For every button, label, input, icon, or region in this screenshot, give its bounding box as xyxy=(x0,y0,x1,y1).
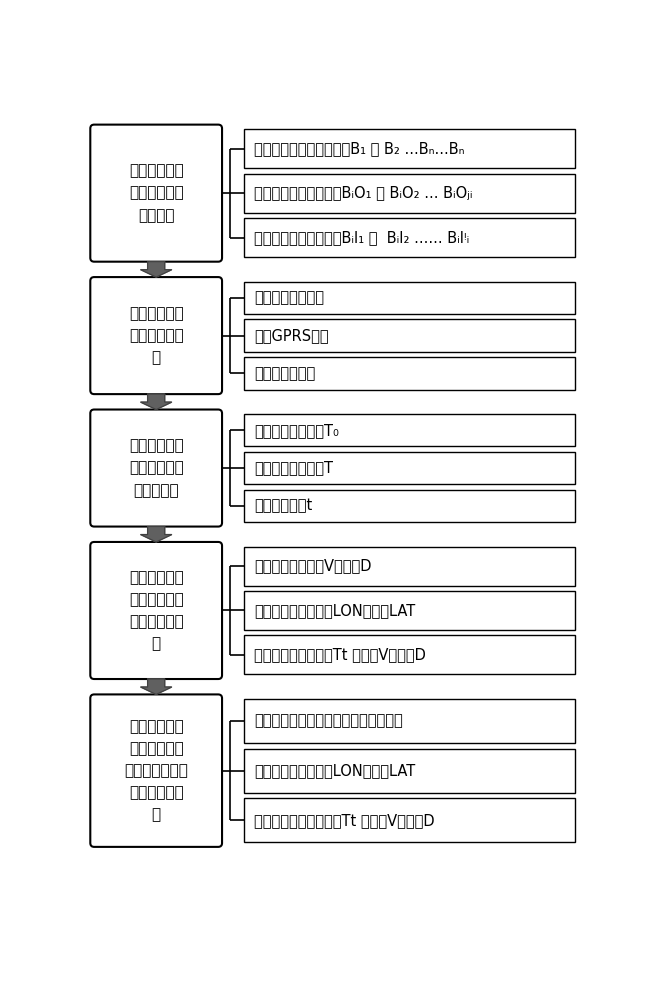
FancyBboxPatch shape xyxy=(90,410,222,527)
Polygon shape xyxy=(141,527,172,542)
Text: 附属数据储存器: 附属数据储存器 xyxy=(254,366,315,381)
Bar xyxy=(244,635,575,674)
Text: 设备测量开始时间T₀: 设备测量开始时间T₀ xyxy=(254,423,339,438)
Text: 划分街区空间
单元，选定测
量点位置: 划分街区空间 单元，选定测 量点位置 xyxy=(129,163,183,223)
Bar xyxy=(244,798,575,842)
Text: 设备测量周期t: 设备测量周期t xyxy=(254,498,312,513)
Polygon shape xyxy=(141,262,172,277)
Text: 地理定位数据：经度LON、纬度LAT: 地理定位数据：经度LON、纬度LAT xyxy=(254,763,415,778)
Bar xyxy=(244,357,575,389)
Bar xyxy=(244,547,575,586)
Bar xyxy=(244,591,575,630)
Text: 选定外部测量点，编号BᵢO₁ 、 BᵢO₂ ... BᵢOⱼᵢ: 选定外部测量点，编号BᵢO₁ 、 BᵢO₂ ... BᵢOⱼᵢ xyxy=(254,186,472,201)
Text: 收回辅助测量
设备，采集并
录入所有数据，
形成面板数据
库: 收回辅助测量 设备，采集并 录入所有数据， 形成面板数据 库 xyxy=(124,719,188,823)
Polygon shape xyxy=(141,679,172,694)
FancyBboxPatch shape xyxy=(90,542,222,679)
Bar xyxy=(244,414,575,446)
Text: 辅助测量设备
进行自动测量
与自动数据储
存: 辅助测量设备 进行自动测量 与自动数据储 存 xyxy=(129,570,183,651)
Text: 对辅助测量设
备设定统一系
统工作参数: 对辅助测量设 备设定统一系 统工作参数 xyxy=(129,438,183,498)
Polygon shape xyxy=(141,394,172,410)
Bar xyxy=(244,319,575,352)
Bar xyxy=(244,218,575,257)
Text: 附属GPRS装置: 附属GPRS装置 xyxy=(254,328,329,343)
Text: 移动计时式测风仪: 移动计时式测风仪 xyxy=(254,290,324,305)
Text: 安置辅助测量
设备并编号设
备: 安置辅助测量 设备并编号设 备 xyxy=(129,306,183,365)
Text: 定时风环境数据：时间Tt 、风速V、风向D: 定时风环境数据：时间Tt 、风速V、风向D xyxy=(254,813,434,828)
Text: 数据即时储存：时间Tt 、风速V、风向D: 数据即时储存：时间Tt 、风速V、风向D xyxy=(254,647,426,662)
Bar xyxy=(244,749,575,793)
FancyBboxPatch shape xyxy=(90,694,222,847)
Bar xyxy=(244,174,575,213)
Text: 选定内部测量点，编号BᵢI₁ 、  BᵢI₂ ...... BᵢIᵎᵢ: 选定内部测量点，编号BᵢI₁ 、 BᵢI₂ ...... BᵢIᵎᵢ xyxy=(254,230,469,245)
Text: 划分并编号街区空间单元B₁ 、 B₂ ...Bₙ...Bₙ: 划分并编号街区空间单元B₁ 、 B₂ ...Bₙ...Bₙ xyxy=(254,141,465,156)
Text: 编号数据：测量点编号、街区单元编号: 编号数据：测量点编号、街区单元编号 xyxy=(254,714,402,729)
FancyBboxPatch shape xyxy=(90,125,222,262)
Text: 风环境数据：风速V、风向D: 风环境数据：风速V、风向D xyxy=(254,559,371,574)
Text: 设备测量终停时间T: 设备测量终停时间T xyxy=(254,461,333,476)
Bar xyxy=(244,282,575,314)
Bar xyxy=(244,452,575,484)
Text: 地理定位数据：经度LON、纬度LAT: 地理定位数据：经度LON、纬度LAT xyxy=(254,603,415,618)
Bar xyxy=(244,490,575,522)
Bar xyxy=(244,129,575,168)
Bar xyxy=(244,699,575,743)
FancyBboxPatch shape xyxy=(90,277,222,394)
